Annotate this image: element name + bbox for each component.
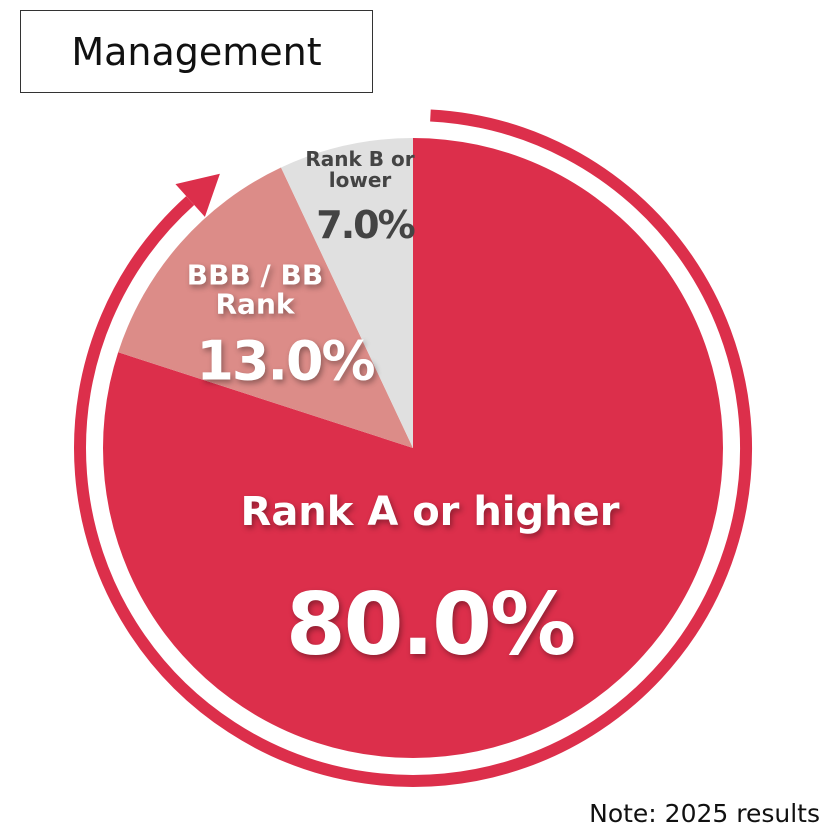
- slice-label: Rank A or higher: [240, 489, 620, 535]
- value-label: 80.0%: [285, 574, 576, 675]
- pie-slice: [103, 138, 723, 759]
- value-label: 13.0%: [196, 329, 375, 393]
- pie-slice: [118, 167, 413, 449]
- note: Note: 2025 results: [589, 799, 820, 828]
- value-label: 7.0%: [316, 203, 415, 248]
- pie-slice: [281, 138, 413, 448]
- arrow-ring: [74, 109, 752, 787]
- slice-label: BBB / BB Rank: [186, 258, 324, 321]
- slice-label: Rank B or lower: [305, 147, 415, 192]
- chart-title: Management: [20, 10, 373, 93]
- arrow-head: [175, 173, 220, 217]
